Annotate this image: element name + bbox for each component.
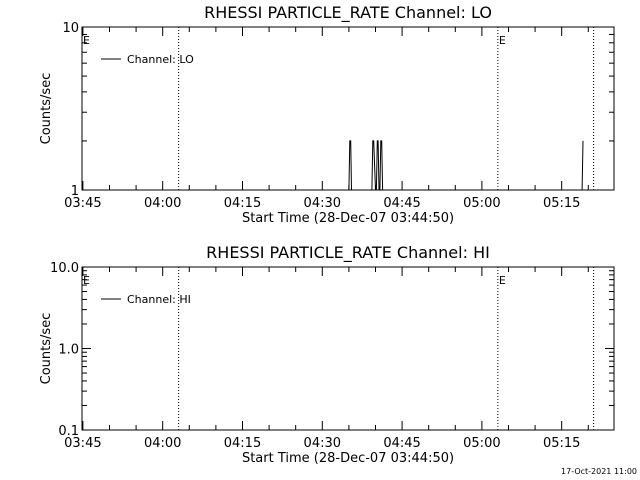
x-tick-label: 04:15 xyxy=(224,196,261,211)
event-marker-label: E xyxy=(83,34,90,47)
y-tick-label: 0.1 xyxy=(58,424,79,439)
x-axis-label: Start Time (28-Dec-07 03:44:50) xyxy=(242,451,454,466)
event-marker-label: E xyxy=(83,274,90,287)
chart-title: RHESSI PARTICLE_RATE Channel: LO xyxy=(204,3,492,23)
series-line xyxy=(348,140,584,191)
x-tick-label: 03:45 xyxy=(64,436,101,451)
x-axis-label: Start Time (28-Dec-07 03:44:50) xyxy=(242,211,454,226)
footer-timestamp: 17-Oct-2021 11:00 xyxy=(561,467,637,476)
x-tick-label: 04:15 xyxy=(224,436,261,451)
x-tick-label: 04:00 xyxy=(144,196,181,211)
x-tick-label: 05:15 xyxy=(543,196,580,211)
legend-entry: Channel: LO xyxy=(127,53,194,66)
x-tick-label: 03:45 xyxy=(64,196,101,211)
x-tick-label: 04:00 xyxy=(144,436,181,451)
y-tick-label: 1 xyxy=(71,184,79,199)
x-tick-label: 05:00 xyxy=(463,196,500,211)
x-tick-label: 04:45 xyxy=(383,196,420,211)
event-marker-label: E xyxy=(499,274,506,287)
panel-lo-channel: RHESSI PARTICLE_RATE Channel: LO 03:45 04:… xyxy=(39,3,615,226)
plot-frame xyxy=(81,266,615,431)
y-axis-label: Counts/sec xyxy=(39,313,54,385)
x-tick-label: 04:30 xyxy=(304,196,341,211)
plot-frame xyxy=(81,26,615,191)
y-axis-label: Counts/sec xyxy=(39,73,54,145)
x-tick-label: 04:30 xyxy=(304,436,341,451)
y-tick-label: 10 xyxy=(62,21,79,36)
legend-entry: Channel: HI xyxy=(127,293,191,306)
y-tick-label: 10.0 xyxy=(50,261,79,276)
event-marker-label: E xyxy=(499,34,506,47)
y-tick-label: 1.0 xyxy=(58,343,79,358)
x-tick-label: 05:00 xyxy=(463,436,500,451)
x-tick-label: 04:45 xyxy=(383,436,420,451)
x-tick-label: 05:15 xyxy=(543,436,580,451)
chart-title: RHESSI PARTICLE_RATE Channel: HI xyxy=(206,243,490,263)
panel-hi-channel: RHESSI PARTICLE_RATE Channel: HI 03:45 04:… xyxy=(39,243,615,466)
